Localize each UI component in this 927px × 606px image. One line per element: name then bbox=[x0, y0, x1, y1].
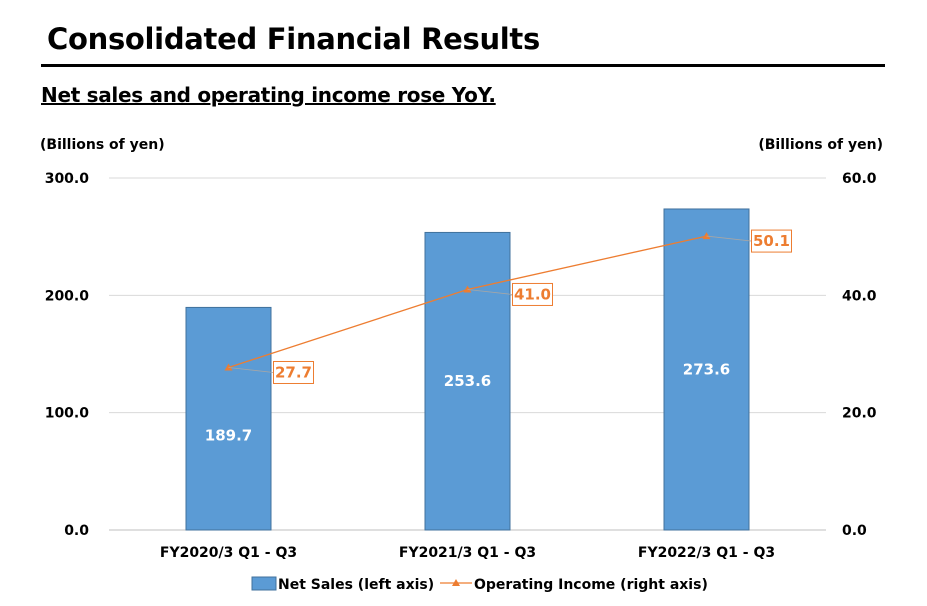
legend-label-net-sales: Net Sales (left axis) bbox=[278, 577, 434, 593]
right-axis-ticks: 0.0 20.0 40.0 60.0 bbox=[842, 171, 877, 539]
right-axis-unit: (Billions of yen) bbox=[758, 137, 883, 153]
operating-income-callout bbox=[751, 229, 792, 253]
net-sales-labels: 189.7 253.6 273.6 bbox=[205, 360, 730, 444]
right-tick-label: 20.0 bbox=[842, 406, 877, 422]
right-tick-label: 60.0 bbox=[842, 171, 877, 187]
operating-income-marker bbox=[224, 363, 233, 371]
left-tick-label: 0.0 bbox=[64, 523, 89, 539]
page-subtitle: Net sales and operating income rose YoY. bbox=[41, 83, 496, 107]
category-label: FY2021/3 Q1 - Q3 bbox=[399, 545, 536, 561]
callout-leader bbox=[706, 235, 752, 242]
right-tick-label: 0.0 bbox=[842, 523, 867, 539]
legend-label-operating-income: Operating Income (right axis) bbox=[474, 577, 708, 593]
operating-income-marker bbox=[463, 285, 472, 293]
net-sales-value-label: 189.7 bbox=[205, 427, 252, 445]
net-sales-bar bbox=[424, 231, 511, 531]
category-labels: FY2020/3 Q1 - Q3 FY2021/3 Q1 - Q3 FY2022/3… bbox=[160, 545, 775, 561]
page-title: Consolidated Financial Results bbox=[47, 22, 540, 56]
callout-leader bbox=[467, 289, 513, 295]
legend: Net Sales (left axis) Operating Income (r… bbox=[251, 576, 708, 593]
left-tick-label: 300.0 bbox=[45, 171, 90, 187]
title-divider bbox=[41, 64, 885, 67]
net-sales-bar bbox=[185, 306, 272, 531]
operating-income-callout bbox=[512, 282, 553, 306]
net-sales-bar bbox=[663, 208, 750, 531]
category-label: FY2020/3 Q1 - Q3 bbox=[160, 545, 297, 561]
callout-leader bbox=[228, 367, 274, 373]
left-axis-ticks: 0.0 100.0 200.0 300.0 bbox=[45, 171, 90, 539]
left-tick-label: 200.0 bbox=[45, 288, 90, 304]
operating-income-value-label: 50.1 bbox=[753, 232, 790, 250]
left-axis-unit: (Billions of yen) bbox=[40, 137, 165, 153]
right-tick-label: 40.0 bbox=[842, 288, 877, 304]
operating-income-line: 27.7 41.0 50.1 bbox=[224, 229, 792, 384]
category-label: FY2022/3 Q1 - Q3 bbox=[638, 545, 775, 561]
operating-income-callout bbox=[273, 360, 314, 384]
net-sales-bars bbox=[185, 208, 750, 531]
operating-income-value-label: 41.0 bbox=[514, 285, 551, 303]
left-tick-label: 100.0 bbox=[45, 406, 90, 422]
operating-income-value-label: 27.7 bbox=[275, 363, 312, 381]
legend-marker-operating-income bbox=[452, 579, 460, 586]
legend-swatch-net-sales bbox=[251, 576, 277, 591]
net-sales-value-label: 273.6 bbox=[683, 360, 730, 378]
operating-income-marker bbox=[702, 232, 711, 240]
net-sales-value-label: 253.6 bbox=[444, 372, 491, 390]
